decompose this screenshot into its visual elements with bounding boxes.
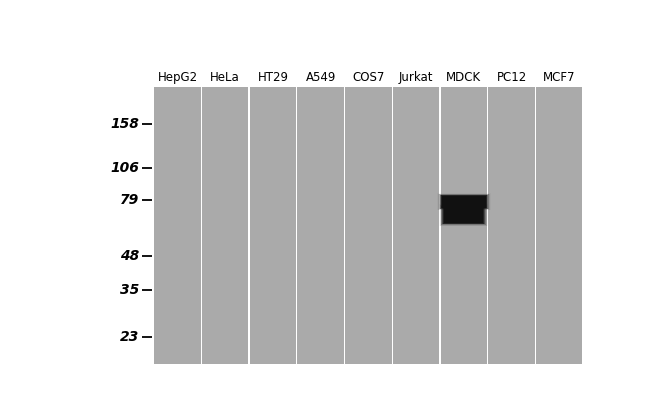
Bar — [444, 208, 484, 223]
Text: 23: 23 — [120, 330, 139, 344]
Bar — [442, 206, 486, 224]
Bar — [441, 206, 486, 225]
Bar — [437, 194, 490, 210]
Bar — [201, 87, 202, 364]
Bar — [344, 87, 345, 364]
Bar — [437, 193, 491, 210]
Text: COS7: COS7 — [352, 71, 385, 84]
Text: HT29: HT29 — [257, 71, 289, 84]
Text: 79: 79 — [120, 194, 139, 207]
Text: Jurkat: Jurkat — [399, 71, 434, 84]
Text: 106: 106 — [111, 161, 139, 175]
Bar — [440, 205, 488, 226]
Bar — [443, 207, 484, 224]
Text: PC12: PC12 — [497, 71, 526, 84]
Bar — [439, 194, 489, 209]
Bar — [439, 87, 441, 364]
Text: 35: 35 — [120, 283, 139, 298]
Bar — [535, 87, 536, 364]
Text: 158: 158 — [111, 117, 139, 131]
Text: HepG2: HepG2 — [157, 71, 198, 84]
Bar — [391, 87, 393, 364]
Text: A549: A549 — [306, 71, 336, 84]
Text: MDCK: MDCK — [447, 71, 482, 84]
Bar — [442, 196, 486, 208]
Text: HeLa: HeLa — [211, 71, 240, 84]
Bar — [440, 195, 488, 209]
Text: 48: 48 — [120, 249, 139, 263]
Bar — [487, 87, 488, 364]
Bar — [296, 87, 298, 364]
Bar — [441, 195, 487, 209]
Bar — [154, 87, 582, 364]
Bar — [439, 204, 488, 227]
Bar — [248, 87, 250, 364]
Text: MCF7: MCF7 — [543, 71, 575, 84]
